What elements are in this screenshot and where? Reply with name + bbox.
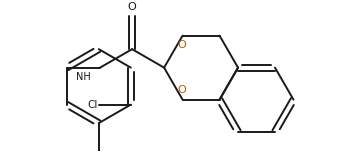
Text: O: O xyxy=(128,2,136,12)
Text: O: O xyxy=(177,85,186,95)
Text: O: O xyxy=(177,40,186,50)
Text: NH: NH xyxy=(76,72,91,81)
Text: Cl: Cl xyxy=(87,100,97,110)
